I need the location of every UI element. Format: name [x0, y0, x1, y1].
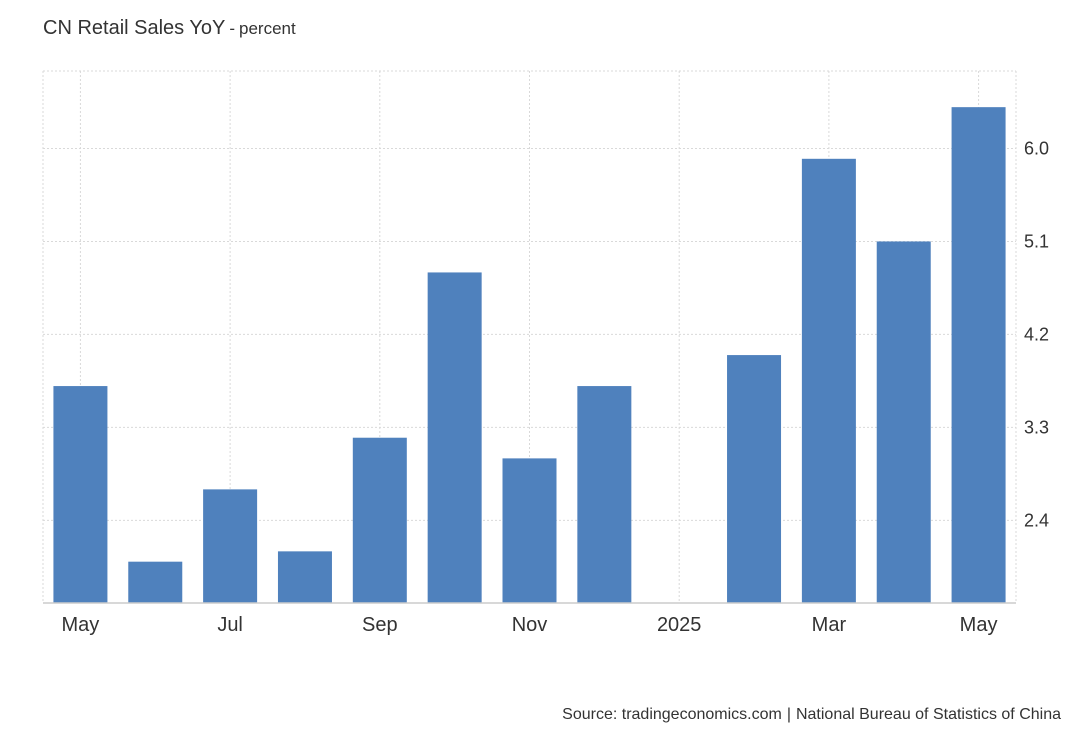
bar	[277, 551, 332, 603]
bar	[427, 272, 482, 603]
bar	[876, 241, 931, 604]
x-tick-label: 2025	[657, 614, 702, 636]
bar-chart: 2.4 3.3 4.2 5.1 6.0 May Jul Sep Nov 2025 Mar May	[42, 70, 1049, 636]
y-tick-label: 5.1	[1024, 231, 1049, 251]
bar	[352, 437, 407, 603]
unit-separator: -	[229, 19, 235, 38]
y-tick-label: 3.3	[1024, 417, 1049, 437]
y-tick-label: 6.0	[1024, 138, 1049, 158]
x-tick-label: May	[62, 614, 100, 636]
bar	[577, 386, 632, 603]
chart-unit: percent	[239, 19, 296, 38]
source-agency: National Bureau of Statistics of China	[795, 706, 1061, 723]
x-tick-label: Jul	[217, 614, 243, 636]
y-tick-label: 2.4	[1024, 510, 1049, 530]
bar	[203, 489, 258, 603]
bar	[801, 158, 856, 603]
chart-title-row: CN Retail Sales YoY - percent	[43, 17, 296, 40]
bar	[502, 458, 557, 603]
source-note: Source: tradingeconomics.com | National Bu…	[562, 706, 1061, 724]
chart-title: CN Retail Sales YoY	[43, 17, 226, 39]
x-tick-label: Nov	[512, 614, 548, 636]
x-tick-label: Sep	[362, 614, 398, 636]
source-site: Source: tradingeconomics.com	[562, 706, 782, 723]
bar	[727, 355, 782, 603]
y-tick-label: 4.2	[1024, 324, 1049, 344]
x-tick-label: Mar	[812, 614, 847, 636]
bar	[128, 561, 183, 603]
bar	[951, 107, 1006, 604]
bar	[53, 386, 108, 603]
x-tick-label: May	[960, 614, 998, 636]
source-separator: |	[786, 706, 791, 723]
